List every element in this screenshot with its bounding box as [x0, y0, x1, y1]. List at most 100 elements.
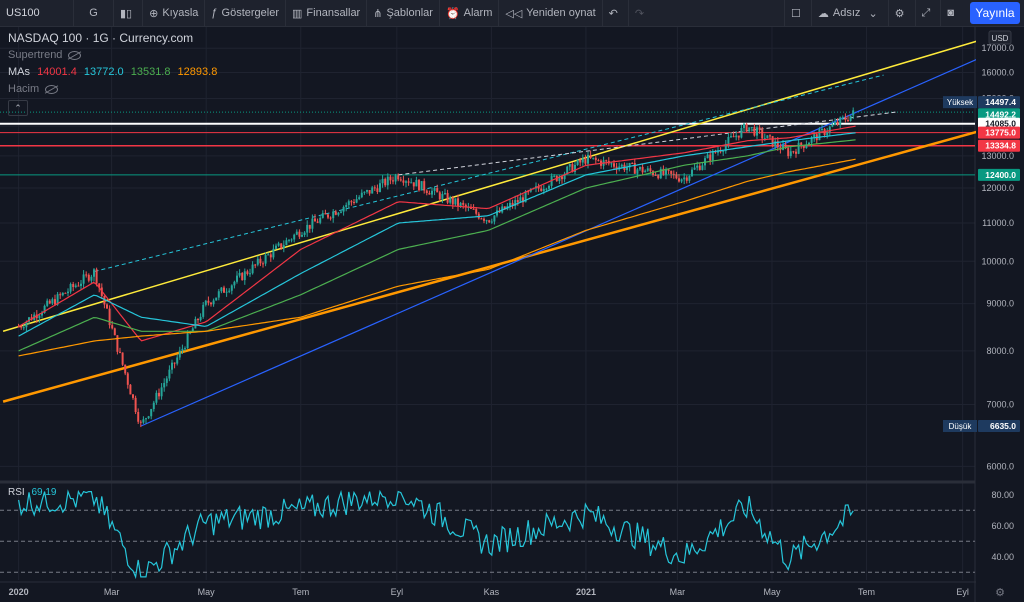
candle-body — [290, 239, 293, 241]
candle-body — [293, 234, 296, 240]
candle-body — [446, 193, 449, 203]
ma-value-1: 14001.4 — [37, 66, 77, 78]
candle-body — [82, 274, 85, 284]
compare-button[interactable]: ⊕ Kıyasla — [143, 0, 206, 26]
financials-label: Finansallar — [306, 7, 361, 19]
candle-body — [782, 144, 785, 150]
candle-body — [724, 143, 727, 151]
collapse-legend-button[interactable]: ⌃ — [8, 100, 28, 116]
candle-body — [223, 287, 226, 293]
candle-body — [774, 141, 777, 147]
candle-body — [282, 245, 285, 249]
candle-body — [745, 123, 748, 132]
candle-body — [722, 150, 725, 152]
chevron-up-icon: ⌃ — [14, 103, 22, 113]
candle-body — [511, 202, 514, 206]
candles-icon: ▮▯ — [120, 7, 133, 20]
alarm-button[interactable]: ⏰ Alarm — [440, 0, 500, 26]
candle-body — [225, 291, 228, 293]
settings-button[interactable]: ⚙ — [887, 0, 915, 26]
candle-body — [503, 206, 506, 210]
price-label-value: 14085.0 — [985, 119, 1016, 129]
snapshot-button[interactable]: ◙ — [940, 0, 964, 26]
time-tick-label: Eyl — [956, 587, 969, 597]
candle-body — [675, 174, 678, 179]
indicators-button[interactable]: ƒ Göstergeler — [205, 0, 287, 26]
candle-body — [592, 157, 595, 159]
candle-body — [631, 163, 634, 165]
candle-body — [212, 300, 215, 305]
candle-body — [706, 154, 709, 159]
candle-body — [654, 174, 657, 176]
rsi-tick-label: 40.00 — [991, 552, 1014, 562]
candle-body — [217, 291, 220, 298]
candle-body — [98, 283, 101, 288]
replay-button[interactable]: ◁◁ Yeniden oynat — [499, 0, 603, 26]
candle-body — [740, 128, 743, 138]
candle-body — [264, 254, 267, 264]
templates-icon: ⋔ — [373, 7, 383, 20]
candle-body — [233, 281, 236, 286]
replay-label: Yeniden oynat — [526, 7, 596, 19]
candle-body — [204, 300, 207, 305]
redo-button[interactable]: ↷ — [629, 0, 654, 26]
candle-body — [418, 179, 421, 191]
candle-body — [493, 215, 496, 222]
candle-body — [48, 300, 51, 304]
candle-body — [366, 190, 369, 192]
layout-name-button[interactable]: ☁ Adsız ⌄ — [810, 0, 888, 26]
financials-button[interactable]: ▥ Finansallar — [286, 0, 368, 26]
price-label-value: 14492.2 — [985, 109, 1016, 119]
fullscreen-layout-button[interactable]: ☐ — [784, 0, 811, 26]
candle-body — [41, 312, 44, 316]
candle-body — [116, 335, 119, 352]
interval-button[interactable]: G — [74, 0, 114, 26]
candle-body — [849, 115, 852, 121]
candle-body — [124, 364, 127, 374]
candle-body — [802, 145, 805, 149]
rsi-pane — [0, 489, 975, 580]
candle-body — [750, 127, 753, 129]
redo-icon: ↷ — [634, 7, 645, 20]
candle-body — [319, 217, 322, 223]
candle-body — [173, 362, 176, 364]
candle-body — [776, 141, 779, 148]
candle-body — [134, 397, 137, 413]
candle-body — [784, 144, 787, 149]
price-label-box — [978, 419, 1020, 432]
candle-body — [181, 348, 184, 351]
candle-body — [810, 137, 813, 143]
candle-body — [412, 182, 415, 187]
candle-body — [480, 218, 483, 220]
candle-body — [142, 419, 145, 423]
candle-body — [514, 200, 517, 206]
candle-body — [87, 274, 90, 281]
supertrend-row[interactable]: Supertrend — [8, 47, 217, 64]
candle-body — [28, 317, 31, 322]
chart-canvas[interactable]: 17000.016000.015000.014000.013000.012000… — [0, 27, 1024, 602]
candle-body — [571, 164, 574, 172]
candle-body — [126, 373, 129, 385]
publish-button[interactable]: Yayınla — [970, 2, 1020, 24]
hidden-eye-icon[interactable] — [45, 84, 59, 94]
templates-button[interactable]: ⋔ Şablonlar — [367, 0, 440, 26]
candle-body — [405, 181, 408, 183]
fullscreen-button[interactable]: ⤢ — [914, 0, 941, 26]
symbol-search[interactable]: US100 — [0, 0, 74, 26]
candle-body — [717, 150, 720, 153]
candle-body — [691, 169, 694, 177]
candle-body — [670, 170, 673, 174]
undo-button[interactable]: ↶ — [603, 0, 629, 26]
candle-body — [743, 123, 746, 129]
mas-row[interactable]: MAs 14001.4 13772.0 13531.8 12893.8 — [8, 64, 217, 81]
chart-type-button[interactable]: ▮▯ — [114, 0, 144, 26]
candle-body — [527, 191, 530, 193]
candle-body — [243, 271, 246, 281]
candle-body — [748, 127, 751, 132]
volume-row[interactable]: Hacim — [8, 81, 217, 98]
candle-body — [184, 348, 187, 350]
hidden-eye-icon[interactable] — [68, 50, 82, 60]
candle-body — [249, 273, 252, 275]
candle-body — [238, 272, 241, 276]
time-tick-label: May — [763, 587, 781, 597]
